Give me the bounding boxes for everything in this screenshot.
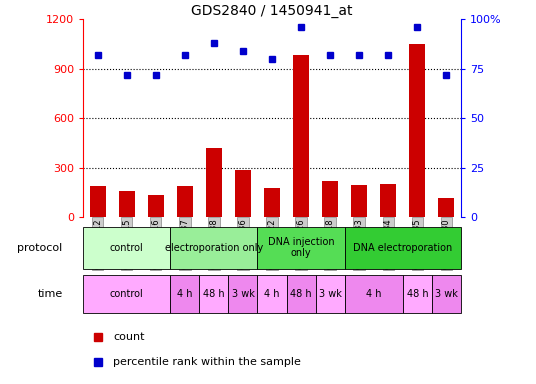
Bar (148, 195, 163, 217)
Text: time: time (38, 289, 63, 299)
Bar (264, 188, 280, 217)
Bar (118, 191, 135, 217)
Bar (432, 275, 461, 313)
Text: 48 h: 48 h (406, 289, 428, 299)
Bar (345, 227, 461, 269)
Text: DNA electroporation: DNA electroporation (353, 243, 452, 253)
Bar (293, 55, 309, 217)
Bar (257, 227, 345, 269)
Bar (170, 227, 257, 269)
Text: electroporation only: electroporation only (165, 243, 263, 253)
Bar (438, 198, 455, 217)
Text: 3 wk: 3 wk (319, 289, 341, 299)
Bar (90, 187, 106, 217)
Text: 48 h: 48 h (203, 289, 225, 299)
Bar (381, 184, 396, 217)
Text: 48 h: 48 h (291, 289, 312, 299)
Text: 4 h: 4 h (366, 289, 382, 299)
Title: GDS2840 / 1450941_at: GDS2840 / 1450941_at (191, 4, 353, 18)
Text: DNA injection
only: DNA injection only (268, 237, 334, 258)
Bar (322, 181, 338, 217)
Bar (410, 44, 426, 217)
Bar (235, 170, 251, 217)
Text: 3 wk: 3 wk (232, 289, 255, 299)
Bar (257, 275, 287, 313)
Bar (316, 275, 345, 313)
Bar (199, 275, 228, 313)
Bar (287, 275, 316, 313)
Text: 4 h: 4 h (177, 289, 192, 299)
Text: percentile rank within the sample: percentile rank within the sample (113, 357, 301, 367)
Text: control: control (110, 289, 144, 299)
Bar (228, 275, 257, 313)
Text: 4 h: 4 h (264, 289, 280, 299)
Bar (206, 148, 222, 217)
Bar (403, 275, 432, 313)
Text: control: control (110, 243, 144, 253)
Text: protocol: protocol (18, 243, 63, 253)
Bar (345, 275, 403, 313)
Text: 3 wk: 3 wk (435, 289, 458, 299)
Bar (83, 227, 170, 269)
Bar (83, 275, 170, 313)
Bar (170, 275, 199, 313)
Bar (351, 185, 367, 217)
Bar (177, 187, 193, 217)
Text: count: count (113, 332, 145, 342)
